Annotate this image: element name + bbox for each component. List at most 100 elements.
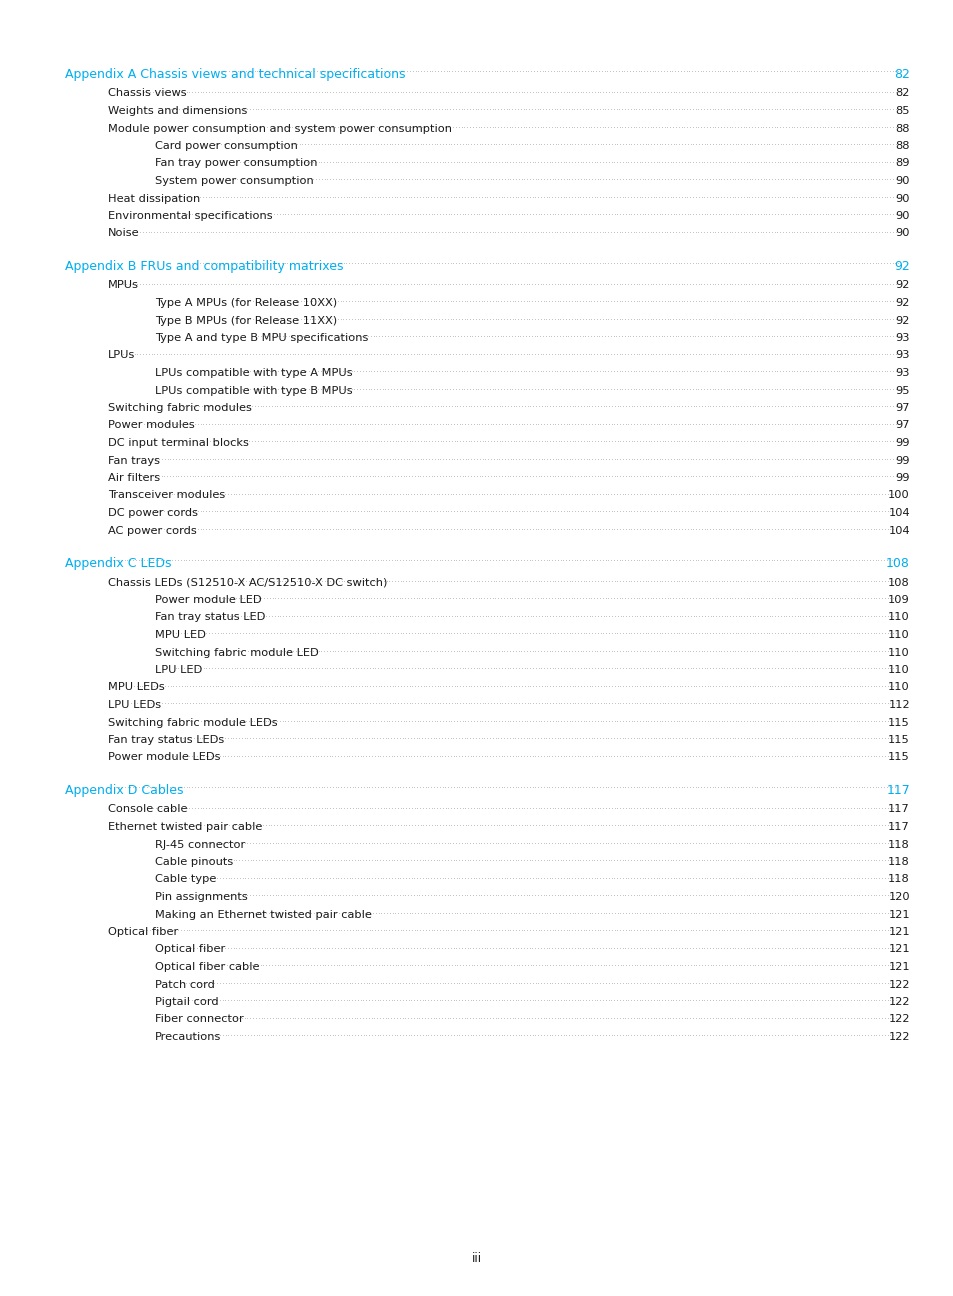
Text: Console cable: Console cable	[108, 805, 188, 814]
Text: 82: 82	[895, 88, 909, 98]
Text: 120: 120	[887, 892, 909, 902]
Text: 122: 122	[887, 1015, 909, 1025]
Text: 118: 118	[887, 857, 909, 867]
Text: Appendix B FRUs and compatibility matrixes: Appendix B FRUs and compatibility matrix…	[65, 260, 343, 273]
Text: 92: 92	[895, 315, 909, 325]
Text: RJ-45 connector: RJ-45 connector	[154, 840, 245, 849]
Text: LPUs: LPUs	[108, 350, 135, 360]
Text: Module power consumption and system power consumption: Module power consumption and system powe…	[108, 123, 452, 133]
Text: 104: 104	[887, 508, 909, 518]
Text: Power module LEDs: Power module LEDs	[108, 753, 220, 762]
Text: 97: 97	[895, 420, 909, 430]
Text: LPU LEDs: LPU LEDs	[108, 700, 161, 710]
Text: 82: 82	[893, 67, 909, 80]
Text: Type A and type B MPU specifications: Type A and type B MPU specifications	[154, 333, 368, 343]
Text: 99: 99	[895, 455, 909, 465]
Text: iii: iii	[472, 1252, 481, 1265]
Text: 97: 97	[895, 403, 909, 413]
Text: Type A MPUs (for Release 10XX): Type A MPUs (for Release 10XX)	[154, 298, 336, 308]
Text: 90: 90	[895, 193, 909, 203]
Text: Precautions: Precautions	[154, 1032, 221, 1042]
Text: 100: 100	[887, 490, 909, 500]
Text: 118: 118	[887, 840, 909, 849]
Text: Power module LED: Power module LED	[154, 595, 261, 605]
Text: 115: 115	[887, 718, 909, 727]
Text: 117: 117	[887, 805, 909, 814]
Text: Noise: Noise	[108, 228, 139, 238]
Text: 92: 92	[895, 280, 909, 290]
Text: Pin assignments: Pin assignments	[154, 892, 248, 902]
Text: LPUs compatible with type B MPUs: LPUs compatible with type B MPUs	[154, 385, 353, 395]
Text: Type B MPUs (for Release 11XX): Type B MPUs (for Release 11XX)	[154, 315, 336, 325]
Text: Environmental specifications: Environmental specifications	[108, 211, 273, 222]
Text: Chassis views: Chassis views	[108, 88, 187, 98]
Text: 115: 115	[887, 753, 909, 762]
Text: 110: 110	[887, 648, 909, 657]
Text: 108: 108	[885, 557, 909, 570]
Text: 115: 115	[887, 735, 909, 745]
Text: Switching fabric module LED: Switching fabric module LED	[154, 648, 318, 657]
Text: Card power consumption: Card power consumption	[154, 141, 297, 152]
Text: 117: 117	[885, 784, 909, 797]
Text: Fan trays: Fan trays	[108, 455, 160, 465]
Text: 122: 122	[887, 980, 909, 990]
Text: DC power cords: DC power cords	[108, 508, 198, 518]
Text: Cable type: Cable type	[154, 875, 216, 884]
Text: DC input terminal blocks: DC input terminal blocks	[108, 438, 249, 448]
Text: LPUs compatible with type A MPUs: LPUs compatible with type A MPUs	[154, 368, 353, 378]
Text: Patch cord: Patch cord	[154, 980, 214, 990]
Text: 104: 104	[887, 525, 909, 535]
Text: 93: 93	[895, 368, 909, 378]
Text: 121: 121	[887, 962, 909, 972]
Text: 110: 110	[887, 613, 909, 622]
Text: 99: 99	[895, 473, 909, 483]
Text: 93: 93	[895, 333, 909, 343]
Text: MPU LEDs: MPU LEDs	[108, 683, 165, 692]
Text: 122: 122	[887, 997, 909, 1007]
Text: System power consumption: System power consumption	[154, 176, 314, 187]
Text: 90: 90	[895, 176, 909, 187]
Text: Fan tray status LED: Fan tray status LED	[154, 613, 265, 622]
Text: 88: 88	[895, 123, 909, 133]
Text: 121: 121	[887, 927, 909, 937]
Text: AC power cords: AC power cords	[108, 525, 196, 535]
Text: Ethernet twisted pair cable: Ethernet twisted pair cable	[108, 822, 262, 832]
Text: Optical fiber: Optical fiber	[154, 945, 225, 954]
Text: 95: 95	[895, 385, 909, 395]
Text: Appendix A Chassis views and technical specifications: Appendix A Chassis views and technical s…	[65, 67, 405, 80]
Text: Switching fabric module LEDs: Switching fabric module LEDs	[108, 718, 277, 727]
Text: 85: 85	[895, 106, 909, 117]
Text: 89: 89	[895, 158, 909, 168]
Text: Power modules: Power modules	[108, 420, 194, 430]
Text: Heat dissipation: Heat dissipation	[108, 193, 200, 203]
Text: Making an Ethernet twisted pair cable: Making an Ethernet twisted pair cable	[154, 910, 372, 919]
Text: Transceiver modules: Transceiver modules	[108, 490, 225, 500]
Text: 121: 121	[887, 910, 909, 919]
Text: 108: 108	[887, 578, 909, 587]
Text: 93: 93	[895, 350, 909, 360]
Text: 112: 112	[887, 700, 909, 710]
Text: Switching fabric modules: Switching fabric modules	[108, 403, 252, 413]
Text: MPU LED: MPU LED	[154, 630, 206, 640]
Text: Chassis LEDs (S12510-X AC/S12510-X DC switch): Chassis LEDs (S12510-X AC/S12510-X DC sw…	[108, 578, 387, 587]
Text: 90: 90	[895, 228, 909, 238]
Text: Appendix D Cables: Appendix D Cables	[65, 784, 183, 797]
Text: Pigtail cord: Pigtail cord	[154, 997, 218, 1007]
Text: Fan tray power consumption: Fan tray power consumption	[154, 158, 317, 168]
Text: 90: 90	[895, 211, 909, 222]
Text: 99: 99	[895, 438, 909, 448]
Text: 121: 121	[887, 945, 909, 954]
Text: 117: 117	[887, 822, 909, 832]
Text: LPU LED: LPU LED	[154, 665, 202, 675]
Text: 88: 88	[895, 141, 909, 152]
Text: 92: 92	[895, 298, 909, 308]
Text: Optical fiber: Optical fiber	[108, 927, 178, 937]
Text: 118: 118	[887, 875, 909, 884]
Text: 110: 110	[887, 683, 909, 692]
Text: 109: 109	[887, 595, 909, 605]
Text: Weights and dimensions: Weights and dimensions	[108, 106, 247, 117]
Text: MPUs: MPUs	[108, 280, 139, 290]
Text: Cable pinouts: Cable pinouts	[154, 857, 233, 867]
Text: 122: 122	[887, 1032, 909, 1042]
Text: Optical fiber cable: Optical fiber cable	[154, 962, 259, 972]
